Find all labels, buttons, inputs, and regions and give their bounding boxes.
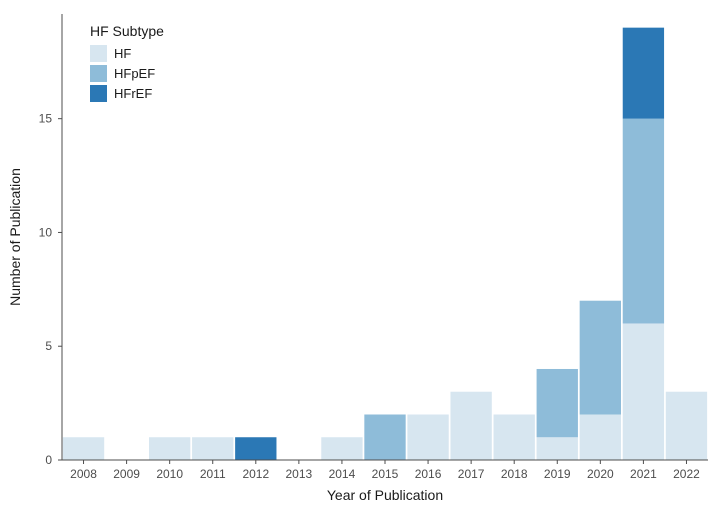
bar-2022-HF [666,392,707,460]
x-axis-title: Year of Publication [327,487,443,503]
chart-container: { "chart": { "type": "stacked-bar", "wid… [0,0,724,517]
x-tick-label: 2009 [113,467,140,481]
x-tick-label: 2016 [415,467,442,481]
x-tick-label: 2008 [70,467,97,481]
x-tick-label: 2011 [200,467,226,481]
x-tick-label: 2015 [372,467,399,481]
bar-2020-HF [580,414,621,460]
bar-2017-HF [450,392,491,460]
bar-2008-HF [63,437,104,460]
bar-2010-HF [149,437,190,460]
legend-label-HFrEF: HFrEF [114,86,152,101]
bar-2016-HF [407,414,448,460]
x-tick-label: 2013 [286,467,313,481]
bar-2015-HFpEF [364,414,405,460]
x-tick-label: 2021 [630,467,657,481]
x-tick-label: 2018 [501,467,528,481]
legend-swatch-HF [90,45,107,62]
publication-chart: 2008 2009 2010 2011 2012 2013 2014 2015 2016 2017… [0,0,724,517]
legend-swatch-HFrEF [90,85,107,102]
x-tick-label: 2019 [544,467,571,481]
x-tick-label: 2022 [673,467,700,481]
x-tick-label: 2020 [587,467,614,481]
y-tick-label: 0 [45,453,52,467]
x-tick-label: 2012 [242,467,269,481]
x-tick-label: 2014 [329,467,356,481]
y-tick-label: 5 [45,339,52,353]
bar-2021-HFrEF [623,28,664,119]
bar-2019-HF [537,437,578,460]
bar-2021-HF [623,323,664,460]
legend-label-HF: HF [114,46,131,61]
bar-2021-HFpEF [623,119,664,324]
y-axis-title: Number of Publication [7,168,23,306]
bar-2014-HF [321,437,362,460]
bar-2020-HFpEF [580,301,621,415]
x-tick-label: 2010 [156,467,183,481]
legend-label-HFpEF: HFpEF [114,66,155,81]
y-tick-label: 10 [39,225,53,239]
legend-title: HF Subtype [90,23,164,39]
bar-2018-HF [494,414,535,460]
bar-2012-HFrEF [235,437,276,460]
bar-2011-HF [192,437,233,460]
bar-2019-HFpEF [537,369,578,437]
y-tick-label: 15 [39,112,53,126]
x-tick-label: 2017 [458,467,485,481]
legend-swatch-HFpEF [90,65,107,82]
